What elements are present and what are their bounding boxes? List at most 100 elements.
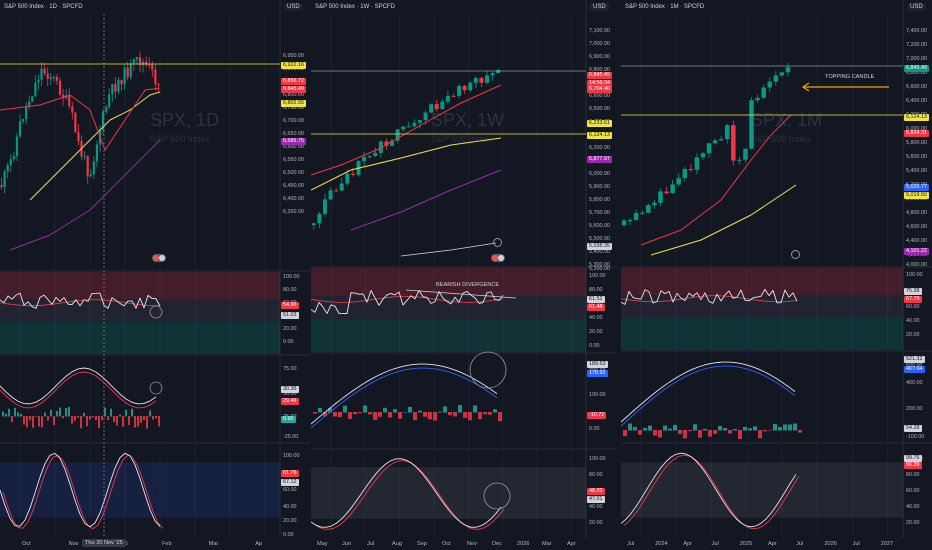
price-value-label: 4,101.22	[904, 248, 929, 255]
candle	[646, 205, 651, 213]
macd-histogram-bar	[433, 412, 437, 421]
rsi-axis-tick: 80.00	[589, 287, 603, 293]
currency-label[interactable]: USD	[590, 3, 609, 11]
stoch-band	[621, 462, 903, 518]
chart-pane-3[interactable]: S&P 500 Index · 1M · SPCFD USD SPX, 1M S&P …	[621, 0, 932, 547]
currency-label[interactable]: USD	[907, 3, 926, 11]
annotation-circle[interactable]	[469, 351, 507, 389]
macd-histogram-bar	[768, 430, 772, 431]
macd-histogram-bar	[683, 430, 687, 439]
stoch-axis-tick: 0.00	[283, 532, 294, 538]
stoch-k-line	[621, 452, 797, 528]
macd-histogram-bar	[113, 416, 115, 423]
macd-histogram-bar	[418, 410, 422, 413]
price-axis-tick: 6,400.00	[283, 196, 304, 202]
macd-value-label: 29.46	[281, 398, 299, 405]
macd-histogram-bar	[423, 412, 427, 417]
stoch-k-line	[0, 452, 161, 528]
macd-histogram-bar	[38, 416, 40, 427]
macd-histogram-bar	[733, 428, 737, 431]
stoch-axis-tick: 60.00	[906, 488, 920, 494]
dividend-icon[interactable]	[493, 238, 502, 247]
annotation-circle[interactable]	[483, 482, 511, 510]
macd-histogram-bar	[788, 424, 792, 431]
candle	[101, 111, 105, 130]
chart-pane-1[interactable]: S&P 500 Index · 1D · SPCFD USD SPX, 1D S&P …	[0, 0, 310, 547]
candle	[785, 67, 791, 73]
divergence-annotation[interactable]: BEARISH DIVERGENCE	[436, 282, 500, 288]
economic-events-icon[interactable]	[152, 254, 166, 262]
candle	[138, 57, 142, 66]
stoch-axis-tick: 20.00	[906, 520, 920, 526]
rsi-band	[0, 299, 280, 323]
topping-candle-annotation[interactable]: TOPPING CANDLE	[825, 74, 875, 80]
rsi-value-label: 61.48	[587, 304, 605, 311]
economic-events-icon[interactable]	[491, 254, 505, 262]
annotation-circle[interactable]	[149, 381, 163, 395]
chart-pane-2[interactable]: S&P 500 Index · 1W · SPCFD USD SPX, 1W S&P …	[311, 0, 617, 547]
chart-canvas[interactable]	[311, 0, 617, 538]
candle	[37, 79, 40, 83]
price-axis-tick: 6,650.00	[283, 131, 304, 137]
macd-histogram-bar	[643, 428, 647, 431]
time-axis-label: Jun	[342, 541, 352, 547]
candle	[412, 122, 417, 127]
candle	[322, 199, 327, 214]
candle	[490, 73, 495, 76]
candle	[496, 69, 501, 74]
stoch-d-line	[623, 454, 800, 530]
macd-histogram-bar	[20, 413, 22, 417]
macd-histogram-bar	[128, 416, 130, 426]
macd-histogram-bar	[333, 412, 337, 417]
time-axis-label: Jul	[796, 541, 804, 547]
candle	[423, 112, 428, 121]
price-axis-tick: 6,950.00	[283, 53, 304, 59]
macd-histogram-bar	[383, 407, 387, 413]
price-value-label: 6,922.16	[281, 62, 306, 69]
candle	[451, 95, 456, 97]
candle	[345, 173, 350, 184]
candle	[334, 190, 339, 192]
candle	[15, 136, 19, 157]
macd-histogram-bar	[448, 412, 452, 416]
macd-histogram-bar	[623, 430, 627, 437]
rsi-oversold-zone	[311, 319, 586, 352]
macd-histogram-bar	[137, 416, 139, 427]
candle	[114, 84, 117, 92]
time-axis-label: Jul	[367, 541, 375, 547]
macd-histogram-bar	[116, 416, 118, 426]
price-axis-tick: 5,900.00	[589, 184, 610, 190]
macd-axis-tick: 75.00	[283, 366, 297, 372]
stoch-value-label: 48.20	[587, 488, 605, 495]
rsi-axis-tick: 0.00	[283, 339, 294, 345]
name-watermark: S&P 500 Index	[150, 134, 210, 144]
macd-histogram-bar	[413, 412, 417, 421]
chart-canvas[interactable]	[0, 0, 310, 538]
price-axis-tick: 4,000.00	[906, 262, 927, 268]
price-value-label: 6,124.13	[904, 114, 929, 121]
macd-axis-tick: 400.00	[906, 380, 923, 386]
candle	[479, 77, 484, 83]
candle	[339, 183, 344, 191]
price-axis-tick: 5,500.00	[589, 236, 610, 242]
ma-red-line	[640, 114, 792, 246]
stoch-d-line	[2, 454, 164, 530]
currency-label[interactable]: USD	[284, 3, 303, 11]
macd-histogram-bar	[708, 430, 712, 437]
dividend-icon[interactable]	[791, 250, 800, 259]
annotation-circle[interactable]	[149, 305, 163, 319]
price-axis-tick: 4,600.00	[906, 224, 927, 230]
macd-histogram-bar	[363, 405, 367, 413]
price-value-label: 6,845.49	[587, 72, 612, 79]
chart-canvas[interactable]	[621, 0, 932, 538]
macd-axis-tick: 100.00	[589, 392, 606, 398]
time-axis-label: Jul	[627, 541, 635, 547]
rsi-overbought-zone	[621, 268, 903, 296]
candle	[457, 85, 462, 96]
candle	[0, 185, 3, 188]
macd-value-label: 178.92	[587, 370, 608, 377]
macd-histogram-bar	[83, 412, 85, 417]
macd-histogram-bar	[738, 430, 742, 440]
candle	[670, 184, 675, 194]
price-axis-tick: 6,800.00	[589, 67, 610, 73]
